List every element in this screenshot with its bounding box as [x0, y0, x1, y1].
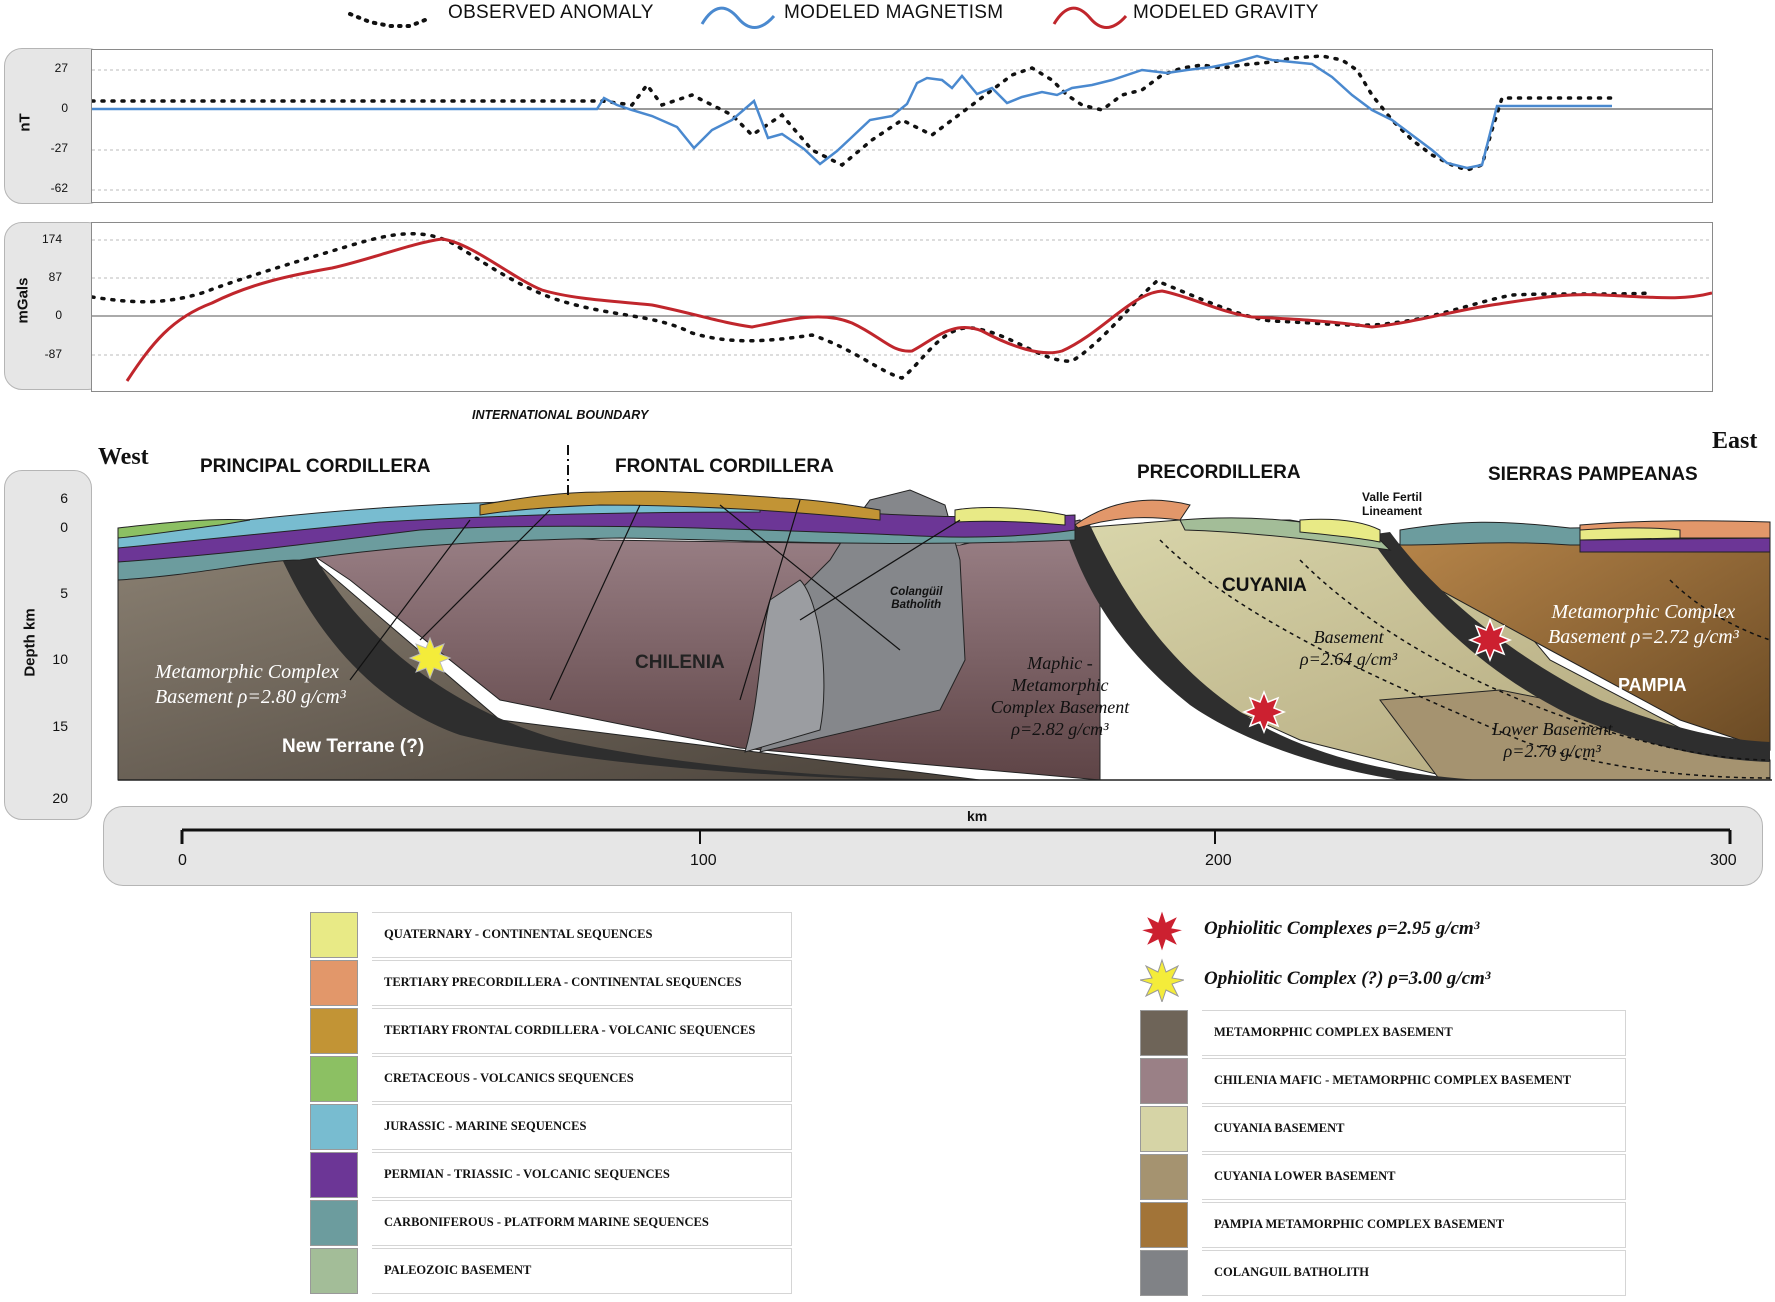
lithology-legend: QUATERNARY - CONTINENTAL SEQUENCES TERTI… [310, 912, 792, 1302]
gravity-axis-panel [4, 222, 106, 390]
grav-tick: 87 [48, 270, 62, 284]
region-frontal-cordillera: FRONTAL CORDILLERA [615, 456, 834, 477]
legend-item: METAMORPHIC COMPLEX BASEMENT [1140, 1010, 1626, 1056]
tertiary-precordillera-layer [1074, 499, 1191, 529]
scale-unit: km [967, 808, 988, 824]
mag-tick: -27 [50, 141, 68, 155]
magnetic-observed-line [90, 54, 1614, 172]
depth-tick: 20 [52, 790, 68, 806]
gravity-observed-line [90, 231, 1654, 380]
modeled-magnetism-legend: MODELED MAGNETISM [784, 2, 1004, 23]
legend-item: CRETACEOUS - VOLCANICS SEQUENCES [310, 1056, 792, 1102]
basement-legend: METAMORPHIC COMPLEX BASEMENT CHILENIA MA… [1140, 1010, 1626, 1300]
quaternary-layer-west [954, 507, 1066, 526]
west-label: West [98, 444, 149, 470]
new-terrane-label: New Terrane (?) [282, 736, 425, 757]
scale-tick: 0 [178, 852, 187, 869]
scale-tick: 200 [1205, 852, 1232, 869]
depth-tick: 6 [60, 490, 68, 506]
geological-cross-section [117, 445, 1772, 781]
yellow-ophiolite-star-icon [408, 636, 452, 680]
grav-tick: 174 [41, 232, 62, 246]
red-ophiolite-star-icon [1241, 689, 1287, 735]
legend-item: CARBONIFEROUS - PLATFORM MARINE SEQUENCE… [310, 1200, 792, 1246]
legend-item: CUYANIA BASEMENT [1140, 1106, 1626, 1152]
international-boundary-label: INTERNATIONAL BOUNDARY [472, 408, 649, 422]
legend-item: JURASSIC - MARINE SEQUENCES [310, 1104, 792, 1150]
red-ophiolite-star-icon [1467, 617, 1513, 663]
depth-tick: 0 [60, 519, 68, 535]
depth-tick: 15 [52, 718, 68, 734]
valle-fertil-label: Valle Fertil Lineament [1362, 490, 1423, 518]
legend-item: TERTIARY FRONTAL CORDILLERA - VOLCANIC S… [310, 1008, 792, 1054]
cretaceous-layer [117, 518, 251, 539]
sierras-quaternary [1579, 527, 1681, 541]
region-sierras-pampeanas: SIERRAS PAMPEANAS [1488, 464, 1698, 485]
legend-item: CUYANIA LOWER BASEMENT [1140, 1154, 1626, 1200]
scale-tick: 100 [690, 852, 717, 869]
east-label: East [1712, 428, 1758, 454]
jurassic-layer [117, 499, 761, 549]
gravity-model-line [125, 237, 1713, 382]
legend-item: QUATERNARY - CONTINENTAL SEQUENCES [310, 912, 792, 958]
modeled-gravity-legend: MODELED GRAVITY [1133, 2, 1319, 23]
gravity-profile [90, 231, 1713, 382]
colanguil-label: Colangüil Batholith [890, 586, 943, 611]
magnetism-legend-symbol [700, 6, 776, 29]
observed-legend-symbol [348, 12, 432, 28]
magnetic-profile [90, 54, 1712, 191]
gravity-legend-symbol [1052, 6, 1128, 29]
batholith-dike [744, 579, 825, 753]
fault-lines [349, 499, 961, 701]
ophiolite-belt-east [1368, 532, 1770, 762]
depth-tick: 10 [52, 651, 68, 667]
ophiolitic-complexes-label: Ophiolitic Complexes ρ=2.95 g/cm³ [1204, 918, 1480, 939]
magnetic-model-line [92, 54, 1612, 170]
magnetic-plot-frame [90, 49, 1713, 203]
legend-item: PAMPIA METAMORPHIC COMPLEX BASEMENT [1140, 1202, 1626, 1248]
sierras-permian [1579, 537, 1771, 553]
legend-item: TERTIARY PRECORDILLERA - CONTINENTAL SEQ… [310, 960, 792, 1006]
scale-bar [180, 828, 1732, 844]
legend-item: CHILENIA MAFIC - METAMORPHIC COMPLEX BAS… [1140, 1058, 1626, 1104]
observed-anomaly-legend: OBSERVED ANOMALY [448, 2, 654, 23]
gravity-plot-frame [90, 222, 1713, 392]
grav-tick: 0 [55, 308, 62, 322]
ophiolite-belt-west [270, 530, 990, 780]
maphic-label: Maphic - Metamorphic Complex Basement ρ=2.… [990, 653, 1130, 739]
cuyania-basement-label: Basement ρ=2.64 g/cm³ [1300, 627, 1398, 669]
ophiolitic-complex-label: Ophiolitic Complex (?) ρ=3.00 g/cm³ [1204, 968, 1491, 989]
tertiary-frontal-layer [479, 490, 881, 521]
red-star-legend-icon [1140, 908, 1184, 952]
dashed-contacts [1159, 539, 1771, 779]
metamorphic-east-label: Metamorphic Complex Basement ρ=2.72 g/cm³ [1548, 601, 1739, 648]
depth-axis-panel [4, 470, 92, 820]
legend-item: PERMIAN - TRIASSIC - VOLCANIC SEQUENCES [310, 1152, 792, 1198]
scale-tick: 300 [1710, 852, 1737, 869]
quaternary-layer-east [1299, 518, 1381, 543]
legend-item: PALEOZOIC BASEMENT [310, 1248, 792, 1294]
grav-tick: -87 [44, 347, 62, 361]
ophiolite-belt-central [1065, 525, 1480, 780]
paleozoic-basement-cuyania [1179, 517, 1392, 551]
cuyania-label: CUYANIA [1222, 575, 1307, 596]
region-principal-cordillera: PRINCIPAL CORDILLERA [200, 456, 431, 477]
yellow-star-legend-icon [1140, 958, 1184, 1002]
region-precordillera: PRECORDILLERA [1137, 462, 1301, 483]
chilenia-label: CHILENIA [635, 652, 725, 673]
legend-item: COLANGUIL BATHOLITH [1140, 1250, 1626, 1296]
lower-basement-label: Lower Basement ρ=2.70 g/cm³ [1492, 719, 1613, 761]
mag-tick: 27 [54, 61, 68, 75]
mag-tick: 0 [61, 101, 68, 115]
depth-tick: 5 [60, 585, 68, 601]
metamorphic-west-label: Metamorphic Complex Basement ρ=2.80 g/cm³ [155, 661, 346, 708]
scale-bar-panel [103, 806, 1763, 886]
mag-tick: -62 [50, 181, 68, 195]
pampia-label: PAMPIA [1618, 675, 1687, 695]
